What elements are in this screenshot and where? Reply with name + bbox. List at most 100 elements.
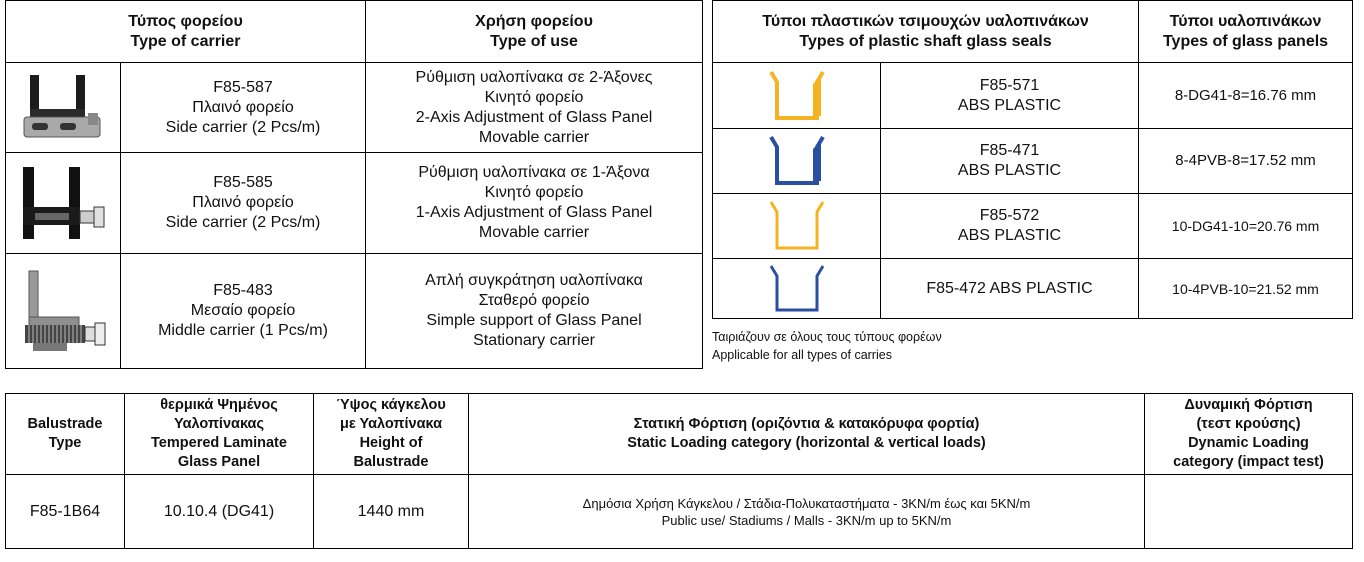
- cell-text: 8-4PVB-8=17.52 mm: [1175, 152, 1316, 169]
- cell-text: 2-Axis Adjustment of Glass Panel: [415, 108, 653, 126]
- cell: Δημόσια Χρήση Κάγκελου / Στάδια-Πολυκατα…: [468, 474, 1145, 549]
- cell-text: Movable carrier: [478, 128, 590, 146]
- cell-text: Ρύθμιση υαλοπίνακα σε 1-Άξονα: [418, 164, 650, 181]
- header-text: Τύποι πλαστικών τσιμουχών υαλοπινάκων: [762, 12, 1089, 30]
- cell-text: F85-1B64: [29, 502, 101, 520]
- cell-text: ABS PLASTIC: [957, 96, 1062, 114]
- cell: F85-1B64: [5, 474, 125, 549]
- cell-text: 1-Axis Adjustment of Glass Panel: [415, 204, 653, 221]
- header-text: Στατική Φόρτιση (οριζόντια & κατακόρυφα …: [633, 416, 980, 432]
- row: F85-587 Πλαινό φορείο Side carrier (2 Pcs/…: [5, 62, 704, 153]
- header-text: Υαλοπίνακας: [173, 416, 265, 432]
- row: F85-571 ABS PLASTIC 8-DG41-8=16.76 mm: [712, 62, 1354, 129]
- header-text: Types of glass panels: [1162, 32, 1329, 50]
- cell-text: Movable carrier: [478, 224, 590, 241]
- carrier-icon: [23, 167, 105, 239]
- seal-cell: F85-571 ABS PLASTIC: [879, 62, 1140, 129]
- carrier-icon: [23, 74, 101, 137]
- header-row: Τύπος φορείου Type of carrier Χρήση φορεί…: [4, 0, 704, 63]
- use-cell: Ρύθμιση υαλοπίνακα σε 2-Άξονες Κινητό φορ…: [365, 62, 704, 153]
- cell-text: Δημόσια Χρήση Κάγκελου / Στάδια-Πολυκατα…: [582, 495, 1031, 511]
- header-cell: Τύποι υαλοπινάκων Types of glass panels: [1138, 0, 1354, 63]
- use-cell: Απλή συγκράτηση υαλοπίνακα Σταθερό φορείο…: [365, 253, 704, 369]
- header-text: category (impact test): [1173, 454, 1324, 470]
- cell-text: Πλαινό φορείο: [192, 98, 294, 116]
- cell-text: Πλαινό φορείο: [192, 194, 294, 211]
- note-text: Applicable for all types of carries: [712, 348, 892, 362]
- seal-cell: F85-471 ABS PLASTIC: [879, 128, 1140, 194]
- header-cell: θερμικά Ψημένος Υαλοπίνακας Tempered Lamin…: [124, 393, 314, 475]
- header-cell: Δυναμική Φόρτιση (τεστ κρούσης) Dynamic Lo…: [1144, 393, 1353, 475]
- cell-text: F85-572: [979, 207, 1040, 224]
- header-text: Types of plastic shaft glass seals: [799, 32, 1052, 50]
- panel-cell: 8-DG41-8=16.76 mm: [1138, 62, 1354, 129]
- seal-cell: F85-472 ABS PLASTIC: [879, 258, 1140, 319]
- header-text: Type of use: [490, 32, 578, 50]
- cell-text: F85-587: [213, 78, 273, 96]
- cell-text: F85-585: [213, 174, 273, 191]
- header-text: (τεστ κρούσης): [1196, 416, 1301, 432]
- carrier-icon: [25, 270, 106, 351]
- header-cell: Χρήση φορείου Type of use: [365, 0, 704, 63]
- seal-cell: F85-572 ABS PLASTIC: [879, 193, 1140, 259]
- row: F85-471 ABS PLASTIC 8-4PVB-8=17.52 mm: [712, 128, 1354, 194]
- cell-text: 10.10.4 (DG41): [163, 502, 275, 520]
- cell-text: F85-471: [979, 142, 1040, 159]
- cell-text: 10-4PVB-10=21.52 mm: [1172, 280, 1319, 297]
- header-text: Τύπος φορείου: [128, 12, 243, 30]
- use-cell: Ρύθμιση υαλοπίνακα σε 1-Άξονα Κινητό φορε…: [365, 152, 704, 254]
- header-cell: Τύποι πλαστικών τσιμουχών υαλοπινάκων Typ…: [711, 0, 1140, 63]
- cell: 10.10.4 (DG41): [124, 474, 314, 549]
- balustrade-table: Balustrade Type θερμικά Ψημένος Υαλοπίνακα…: [5, 393, 1353, 549]
- header-text: Height of: [359, 435, 423, 451]
- image-cell: [712, 128, 881, 194]
- row: F85-572 ABS PLASTIC 10-DG41-10=20.76 mm: [712, 193, 1354, 259]
- cell-text: Μεσαίο φορείο: [190, 302, 296, 319]
- cell-text: Simple support of Glass Panel: [426, 312, 642, 329]
- image-cell: [712, 193, 881, 259]
- header-cell: Ύψος κάγκελου με Υαλοπίνακα Height of Balus…: [313, 393, 469, 475]
- note-text: Ταιριάζουν σε όλους τους τύπους φορέων: [712, 330, 942, 344]
- header-text: Χρήση φορείου: [475, 12, 593, 30]
- cell-text: Side carrier (2 Pcs/m): [165, 118, 321, 136]
- header-row: Balustrade Type θερμικά Ψημένος Υαλοπίνακα…: [5, 393, 1353, 475]
- row: F85-585 Πλαινό φορείο Side carrier (2 Pcs/…: [5, 152, 704, 254]
- header-text: θερμικά Ψημένος: [160, 397, 278, 413]
- cell-text: Public use/ Stadiums / Malls - 3KN/m up …: [661, 512, 952, 528]
- header-text: Type of carrier: [130, 32, 241, 50]
- header-text: Tempered Laminate: [151, 435, 287, 451]
- cell-text: Κινητό φορείο: [484, 184, 584, 201]
- panel-cell: 10-DG41-10=20.76 mm: [1138, 193, 1354, 259]
- cell-text: ABS PLASTIC: [957, 162, 1062, 179]
- header-text: Type: [48, 435, 82, 451]
- cell-text: Σταθερό φορείο: [478, 292, 590, 309]
- image-cell: [712, 62, 881, 129]
- header-cell: Τύπος φορείου Type of carrier: [4, 0, 367, 63]
- carrier-cell: F85-585 Πλαινό φορείο Side carrier (2 Pcs/…: [119, 152, 367, 254]
- carrier-table: Τύπος φορείου Type of carrier Χρήση φορεί…: [4, 0, 704, 369]
- carrier-cell: F85-483 Μεσαίο φορείο Middle carrier (1 Pc…: [119, 253, 367, 369]
- header-text: Ύψος κάγκελου: [336, 397, 446, 413]
- header-text: Balustrade: [27, 416, 103, 432]
- image-cell: [5, 253, 121, 369]
- header-text: Δυναμική Φόρτιση: [1184, 397, 1313, 413]
- cell-text: 8-DG41-8=16.76 mm: [1174, 86, 1317, 104]
- cell-text: 1440 mm: [357, 502, 425, 520]
- cell: 1440 mm: [313, 474, 469, 549]
- header-text: Dynamic Loading: [1188, 435, 1309, 451]
- seal-table: Τύποι πλαστικών τσιμουχών υαλοπινάκων Typ…: [711, 0, 1354, 319]
- cell-text: F85-472 ABS PLASTIC: [926, 279, 1093, 297]
- cell-text: Side carrier (2 Pcs/m): [165, 214, 321, 231]
- header-row: Τύποι πλαστικών τσιμουχών υαλοπινάκων Typ…: [711, 0, 1354, 63]
- cell-text: 10-DG41-10=20.76 mm: [1171, 218, 1320, 234]
- empty-cell: [1144, 474, 1353, 549]
- header-text: με Υαλοπίνακα: [340, 416, 442, 432]
- seal-icon: [769, 264, 824, 311]
- seal-icon: [768, 135, 825, 185]
- cell-text: F85-483: [213, 282, 273, 299]
- header-cell: Στατική Φόρτιση (οριζόντια & κατακόρυφα …: [468, 393, 1145, 475]
- image-cell: [5, 152, 121, 254]
- cell-text: Κινητό φορείο: [484, 88, 584, 106]
